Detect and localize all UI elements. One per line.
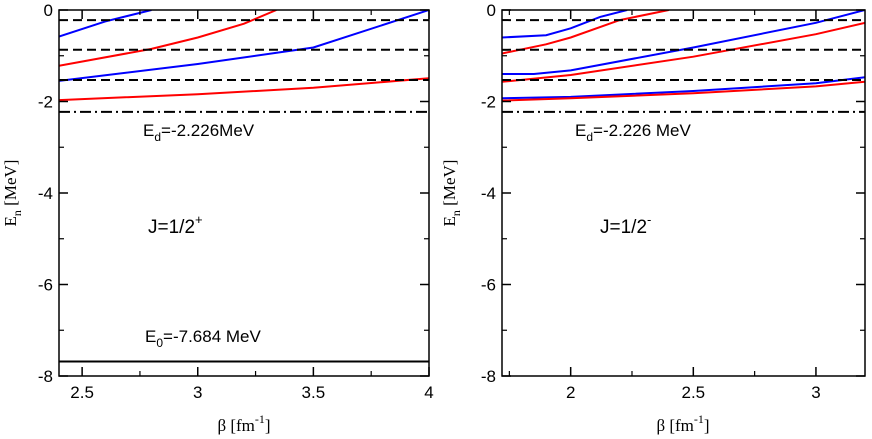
right-y-axis-label: En [MeV] — [440, 160, 463, 227]
left-y-tick-label: -8 — [38, 367, 53, 386]
right-y-tick-label: -2 — [481, 93, 496, 112]
right-annotation-j: J=1/2- — [600, 212, 651, 238]
right-y-tick-label: -8 — [481, 367, 496, 386]
left-x-tick-label: 4 — [424, 383, 433, 402]
left-x-tick-label: 2.5 — [70, 383, 94, 402]
right-y-tick-label: -4 — [481, 184, 496, 203]
right-series-blue-1 — [502, 10, 628, 39]
right-series-red-1 — [502, 10, 670, 55]
left-y-tick-label: 0 — [44, 1, 53, 20]
left-y-tick-label: -4 — [38, 184, 53, 203]
left-series-red-1 — [59, 10, 277, 67]
left-annotation-ed: Ed=-2.226MeV — [143, 121, 255, 144]
left-x-tick-label: 3 — [193, 383, 202, 402]
right-series-blue-3 — [502, 76, 865, 100]
right-x-tick-label: 2.5 — [681, 383, 705, 402]
left-x-tick-label: 3.5 — [302, 383, 326, 402]
right-plot-frame — [501, 9, 866, 377]
left-y-axis-label: En [MeV] — [1, 160, 24, 227]
left-y-tick-label: -2 — [38, 93, 53, 112]
left-y-tick-label: -6 — [38, 276, 53, 295]
left-reference-lines — [59, 19, 429, 363]
right-x-tick-label: 3 — [811, 383, 820, 402]
left-annotation-e0: E0=-7.684 MeV — [145, 327, 262, 350]
right-reference-lines — [502, 19, 865, 113]
right-ticks: 2 2.5 3 0 -2 -4 -6 -8 — [481, 1, 865, 402]
left-series-layer — [59, 10, 429, 102]
right-y-tick-label: 0 — [487, 1, 496, 20]
right-series-red-3 — [502, 80, 865, 102]
left-series-red-2 — [59, 77, 429, 102]
right-x-tick-label: 2 — [566, 383, 575, 402]
right-x-axis-label: β [fm-1] — [656, 412, 709, 435]
left-plot-frame — [58, 9, 430, 377]
left-series-blue-1 — [59, 10, 152, 38]
right-panel: 2 2.5 3 0 -2 -4 -6 -8 Ed=-2.226 MeV J=1/2- β [f… — [440, 1, 866, 435]
left-x-axis-label: β [fm-1] — [217, 412, 270, 435]
left-series-blue-2 — [59, 10, 429, 82]
right-series-red-2 — [502, 21, 865, 83]
right-annotation-ed: Ed=-2.226 MeV — [575, 121, 692, 144]
left-ticks: 2.5 3 3.5 4 0 -2 -4 -6 -8 — [38, 1, 434, 402]
left-panel: 2.5 3 3.5 4 0 -2 -4 -6 -8 Ed=-2.226MeV J=1/2+ E0… — [1, 1, 434, 435]
right-y-tick-label: -6 — [481, 276, 496, 295]
right-series-layer — [502, 10, 865, 102]
left-annotation-j: J=1/2+ — [148, 212, 203, 238]
